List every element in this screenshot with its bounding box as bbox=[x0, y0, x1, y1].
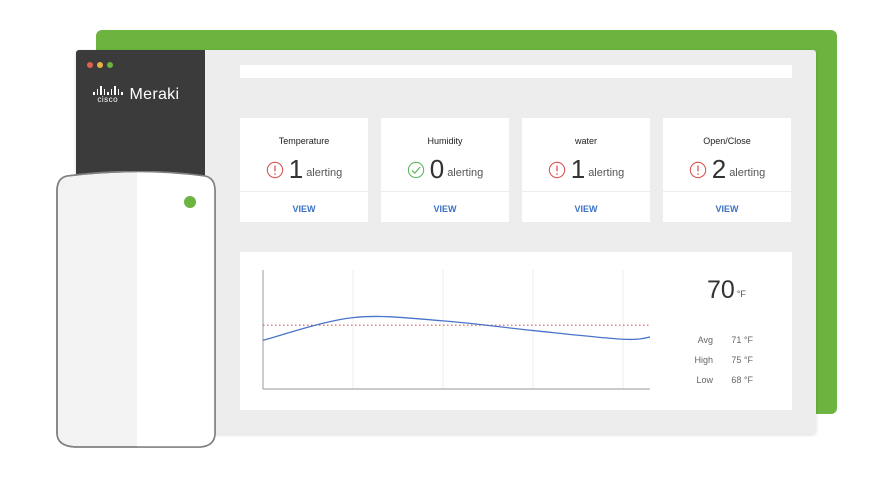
sensor-card-humidity: Humidity 0 alerting VIEW bbox=[381, 118, 509, 222]
card-divider bbox=[240, 191, 368, 192]
series-line bbox=[262, 315, 651, 341]
current-temperature-value: 70 bbox=[707, 276, 735, 304]
stat-row-avg: Avg 71 °F bbox=[683, 330, 753, 350]
cisco-wordmark: cisco bbox=[97, 95, 119, 104]
app-window: cisco Meraki Temperature 1 alerting VIEW… bbox=[76, 50, 816, 434]
card-metric: 0 alerting bbox=[381, 156, 509, 182]
window-minimize-dot[interactable] bbox=[97, 62, 103, 68]
brand-logo: cisco Meraki bbox=[93, 86, 179, 104]
alert-count: 0 bbox=[429, 154, 445, 184]
sensor-device-icon bbox=[56, 171, 216, 448]
card-metric: 1 alerting bbox=[240, 156, 368, 182]
stat-row-low: Low 68 °F bbox=[683, 370, 753, 390]
alert-label: alerting bbox=[306, 167, 343, 179]
stat-label: Avg bbox=[697, 335, 713, 345]
current-temperature-unit: °F bbox=[736, 289, 746, 299]
card-title: water bbox=[574, 136, 597, 146]
exclamation-circle-icon bbox=[266, 161, 283, 179]
stat-row-high: High 75 °F bbox=[683, 350, 753, 370]
top-bar bbox=[240, 65, 792, 78]
card-title: Humidity bbox=[427, 136, 463, 146]
card-metric: 1 alerting bbox=[522, 156, 650, 182]
card-title: Temperature bbox=[278, 136, 330, 146]
stat-value: 71 °F bbox=[731, 335, 753, 345]
stat-value: 75 °F bbox=[731, 355, 753, 365]
window-maximize-dot[interactable] bbox=[107, 62, 113, 68]
view-temperature-button[interactable]: VIEW bbox=[292, 204, 316, 214]
alert-label: alerting bbox=[588, 167, 625, 179]
sensor-card-open-close: Open/Close 2 alerting VIEW bbox=[663, 118, 791, 222]
stat-label: High bbox=[694, 355, 713, 365]
alert-label: alerting bbox=[729, 167, 766, 179]
exclamation-circle-icon bbox=[689, 161, 706, 179]
stat-label: Low bbox=[696, 375, 713, 385]
view-open-close-button[interactable]: VIEW bbox=[715, 204, 739, 214]
view-humidity-button[interactable]: VIEW bbox=[433, 204, 457, 214]
sensor-card-temperature: Temperature 1 alerting VIEW bbox=[240, 118, 368, 222]
current-temperature: 70 °F bbox=[707, 276, 746, 305]
card-divider bbox=[381, 191, 509, 192]
sensor-cards: Temperature 1 alerting VIEW Humidity 0 a… bbox=[240, 118, 791, 222]
card-divider bbox=[663, 191, 791, 192]
temperature-chart-panel: 70 °F Avg 71 °F High 75 °F Low 68 °F bbox=[240, 252, 792, 410]
card-title: Open/Close bbox=[703, 136, 751, 146]
alert-label: alerting bbox=[447, 167, 484, 179]
view-water-button[interactable]: VIEW bbox=[574, 204, 598, 214]
cisco-logo-icon: cisco bbox=[93, 86, 123, 104]
card-metric: 2 alerting bbox=[663, 156, 791, 182]
alert-count: 1 bbox=[288, 154, 304, 184]
exclamation-circle-icon bbox=[548, 161, 565, 179]
status-led bbox=[184, 196, 196, 208]
alert-count: 2 bbox=[711, 154, 727, 184]
window-controls bbox=[87, 62, 113, 68]
stat-value: 68 °F bbox=[731, 375, 753, 385]
alert-count: 1 bbox=[570, 154, 586, 184]
temperature-stats: Avg 71 °F High 75 °F Low 68 °F bbox=[683, 330, 753, 390]
product-name: Meraki bbox=[129, 86, 180, 103]
sensor-card-water: water 1 alerting VIEW bbox=[522, 118, 650, 222]
temperature-chart bbox=[262, 270, 651, 390]
check-circle-icon bbox=[407, 161, 424, 179]
window-close-dot[interactable] bbox=[87, 62, 93, 68]
card-divider bbox=[522, 191, 650, 192]
